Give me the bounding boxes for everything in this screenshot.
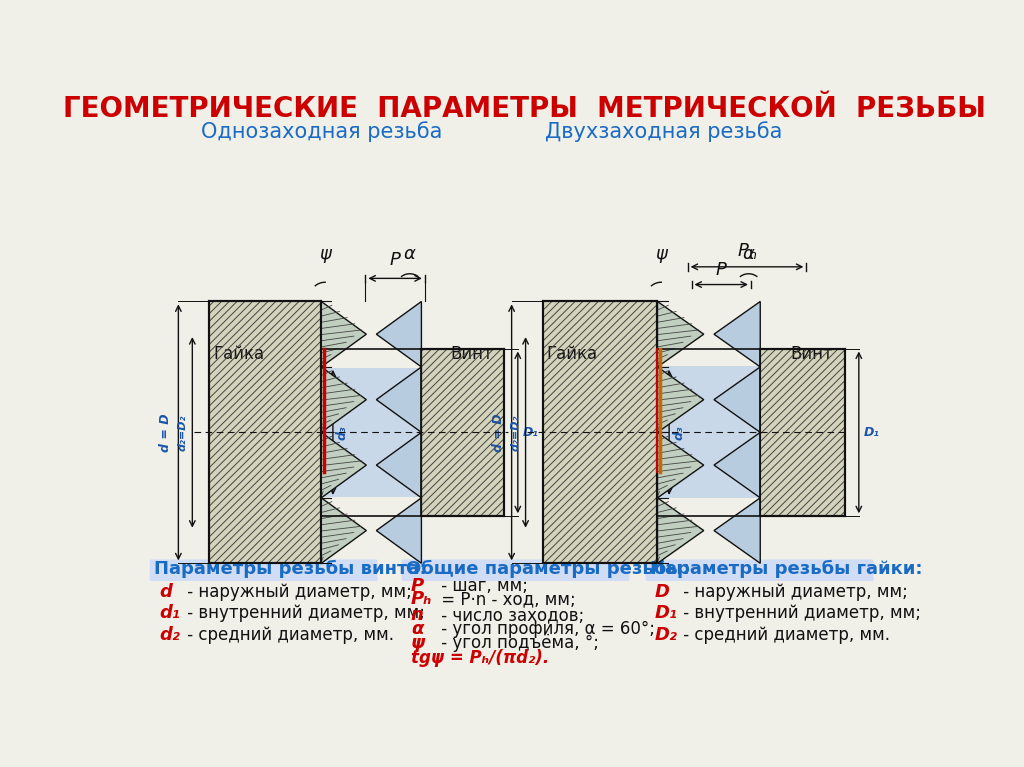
Text: α: α [403,245,416,263]
FancyBboxPatch shape [401,559,630,581]
FancyBboxPatch shape [646,559,873,581]
Polygon shape [377,498,422,563]
Text: Однозаходная резьба: Однозаходная резьба [201,122,442,143]
Polygon shape [377,433,422,498]
Text: P: P [716,262,727,279]
Text: P: P [411,578,424,595]
Polygon shape [322,367,367,433]
Text: d = D: d = D [493,413,506,452]
Bar [543,301,657,563]
Text: - внутренний диаметр, мм;: - внутренний диаметр, мм; [678,604,922,622]
Text: - внутренний диаметр, мм;: - внутренний диаметр, мм; [182,604,425,622]
Text: = P·n - ход, мм;: = P·n - ход, мм; [435,591,575,608]
Bar [209,301,322,563]
Text: Винт: Винт [791,345,834,363]
Text: D₁: D₁ [655,604,678,622]
Text: P: P [390,251,400,268]
Text: - угол подъёма, °;: - угол подъёма, °; [435,634,599,652]
Text: D₂: D₂ [655,626,678,644]
Text: d₁: d₁ [159,604,180,622]
Polygon shape [657,367,703,433]
Polygon shape [377,367,422,433]
Polygon shape [714,433,760,498]
Polygon shape [322,433,367,498]
Polygon shape [657,301,703,367]
Polygon shape [657,433,703,498]
Text: - шаг, мм;: - шаг, мм; [435,578,527,595]
Text: h: h [749,249,757,262]
Text: - средний диаметр, мм.: - средний диаметр, мм. [182,626,394,644]
Bar [760,349,845,516]
Text: n: n [411,606,424,624]
Text: - средний диаметр, мм.: - средний диаметр, мм. [678,626,890,644]
Bar [309,368,504,497]
Text: ψ: ψ [411,634,425,652]
Polygon shape [322,301,367,367]
Text: Винт: Винт [451,345,494,363]
Text: P: P [737,242,749,260]
Text: - наружный диаметр, мм;: - наружный диаметр, мм; [182,583,412,601]
Text: d₂=D₂: d₂=D₂ [178,414,187,450]
Text: d₃: d₃ [672,425,685,439]
Bar [422,349,504,516]
Polygon shape [714,498,760,563]
Text: Параметры резьбы гайки:: Параметры резьбы гайки: [650,560,923,578]
Polygon shape [322,498,367,563]
Text: d₂: d₂ [159,626,180,644]
Text: Гайка: Гайка [547,345,598,363]
Text: D: D [655,583,670,601]
Text: ГЕОМЕТРИЧЕСКИЕ  ПАРАМЕТРЫ  МЕТРИЧЕСКОЙ  РЕЗЬБЫ: ГЕОМЕТРИЧЕСКИЕ ПАРАМЕТРЫ МЕТРИЧЕСКОЙ РЕЗ… [63,95,986,123]
Text: D₁: D₁ [863,426,880,439]
Text: D₁: D₁ [522,426,539,439]
Polygon shape [377,301,422,367]
Polygon shape [714,367,760,433]
Text: Общие параметры резьбы:: Общие параметры резьбы: [407,560,690,578]
Polygon shape [714,301,760,367]
Text: - число заходов;: - число заходов; [435,606,584,624]
Text: d: d [159,583,172,601]
Text: d₃: d₃ [336,425,349,439]
Text: Pₕ: Pₕ [411,591,432,608]
Text: ψ: ψ [319,245,331,263]
FancyBboxPatch shape [150,559,378,581]
Text: α: α [411,620,423,637]
Polygon shape [657,498,703,563]
Bar [645,367,845,499]
Text: - наружный диаметр, мм;: - наружный диаметр, мм; [678,583,908,601]
Text: d₂=D₂: d₂=D₂ [511,414,521,450]
Text: Параметры резьбы винта:: Параметры резьбы винта: [155,560,427,578]
Text: ψ: ψ [655,245,668,263]
Text: Двухзаходная резьба: Двухзаходная резьба [545,122,782,143]
Text: Гайка: Гайка [213,345,264,363]
Text: - угол профиля, α = 60°;: - угол профиля, α = 60°; [435,620,654,637]
Text: α: α [742,245,755,263]
Text: d = D: d = D [159,413,172,452]
Text: tgψ = Pₕ/(πd₂).: tgψ = Pₕ/(πd₂). [411,649,549,667]
